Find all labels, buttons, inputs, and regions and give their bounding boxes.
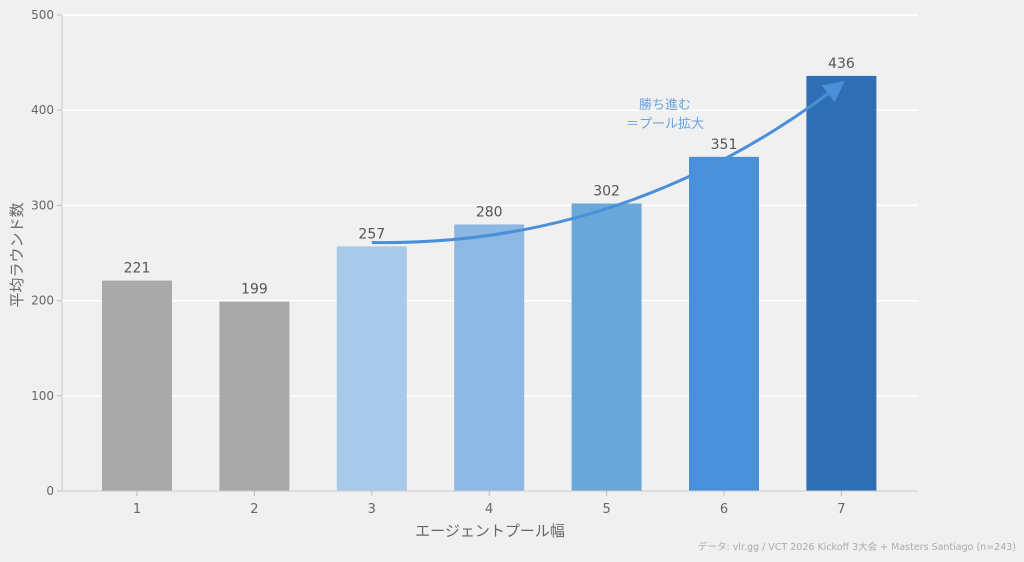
bar-3 [336, 246, 407, 491]
x-tick-label: 5 [602, 502, 610, 517]
axes [61, 15, 918, 492]
bar-5 [571, 203, 642, 491]
bar-1 [102, 280, 172, 491]
data-label-1: 221 [124, 261, 151, 277]
x-tick-label: 4 [485, 502, 493, 517]
bar-7 [806, 75, 877, 491]
x-tick-label: 1 [133, 502, 141, 517]
annotation-line-2: ＝プール拡大 [626, 117, 704, 132]
bar-6 [689, 156, 759, 491]
data-label-5: 302 [593, 183, 620, 199]
x-tick-label: 2 [250, 502, 258, 517]
data-label-3: 257 [358, 226, 385, 242]
bars [102, 75, 877, 491]
y-tick-label: 100 [31, 389, 54, 403]
data-label-2: 199 [241, 282, 268, 298]
x-axis-title: エージェントプール幅 [415, 522, 565, 540]
bar-2 [219, 301, 290, 491]
trend-arrow [371, 80, 845, 245]
data-label-7: 436 [828, 56, 855, 72]
x-tick-label: 7 [837, 502, 845, 517]
data-label-4: 280 [476, 204, 503, 220]
annotation-line-1: 勝ち進む [639, 98, 691, 113]
x-tick-label: 3 [368, 502, 376, 517]
y-axis-title: 平均ラウンド数 [8, 202, 26, 307]
x-tick-label: 6 [720, 502, 728, 517]
y-tick-label: 400 [31, 103, 54, 117]
trend-annotation: 勝ち進む ＝プール拡大 [371, 80, 845, 245]
y-tick-label: 0 [46, 484, 54, 498]
y-tick-label: 200 [31, 294, 54, 308]
y-tick-label: 500 [31, 8, 54, 22]
bar-4 [454, 224, 525, 491]
data-label-6: 351 [711, 137, 738, 153]
data-source-footnote: データ: vlr.gg / VCT 2026 Kickoff 3大会 + Mas… [698, 541, 1016, 553]
y-tick-label: 300 [31, 198, 54, 212]
data-labels: 221 1 199 2 257 3 280 4 302 5 351 6 436 7 [124, 56, 855, 517]
